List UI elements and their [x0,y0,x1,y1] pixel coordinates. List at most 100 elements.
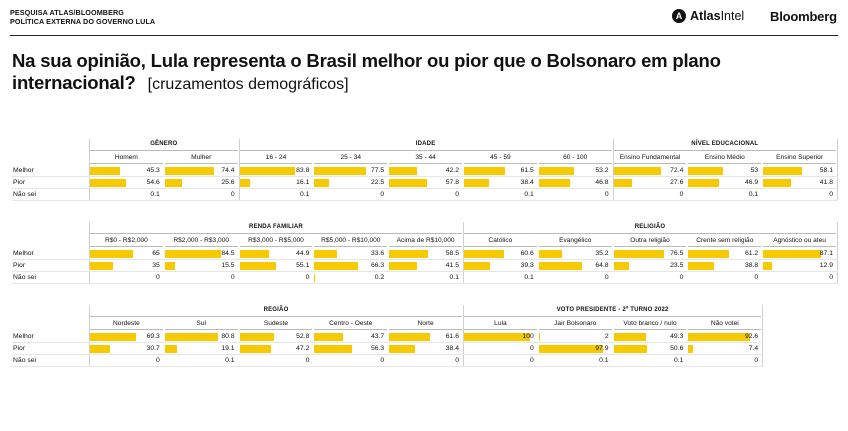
data-label: 46.9 [744,179,759,186]
data-cell: 12.9 [763,260,836,272]
group-separator [89,222,90,284]
data-cell: 60.6 [464,248,537,260]
data-label: 0.1 [524,191,534,198]
column-header: 35 - 44 [389,152,462,164]
data-label: 74.4 [221,167,235,174]
data-bar [538,166,574,175]
data-cell: 74.4 [164,165,238,177]
data-bar [464,249,504,258]
row-divider [12,200,838,201]
column-header: Jair Bolsonaro [538,318,612,330]
column-header: Sul [164,318,238,330]
data-label: 0 [380,191,385,198]
row-label: Pior [13,345,26,352]
data-cell: 25.6 [164,177,238,189]
atlasintel-logo: A Atlas Intel [672,9,744,23]
data-bar [389,166,418,175]
data-cell: 80.8 [164,331,238,343]
group-header: NÍVEL EDUCACIONAL [613,139,836,151]
data-label: 0 [829,191,833,198]
data-label: 2 [604,333,609,340]
column-header: Mulher [164,152,238,164]
data-cell: 0.1 [464,189,537,201]
data-cell: 53 [688,165,761,177]
data-bar [688,332,750,341]
data-cell: 100 [464,331,537,343]
data-label: 0 [305,274,310,281]
data-label: 19.1 [221,345,235,352]
data-label: 84.5 [221,250,235,257]
data-cell: 23.5 [613,260,687,272]
data-cell: 92.6 [688,331,761,343]
data-label: 43.7 [370,333,385,340]
data-cell: 0.1 [688,189,761,201]
data-label: 65 [152,250,160,257]
data-label: 55.1 [296,262,310,269]
data-bar [613,249,665,258]
data-label: 87.1 [819,250,833,257]
column-header: Lula [464,318,537,330]
column-header: Não votei [688,318,762,330]
data-bar [314,178,330,187]
data-label: 0.1 [673,357,684,364]
data-bar [464,332,530,341]
data-cell: 55.1 [239,260,313,272]
group-separator [612,139,614,201]
data-label: 49.3 [670,333,684,340]
data-label: 0.1 [225,357,235,364]
column-header: Centro - Oeste [314,318,388,330]
data-label: 57.8 [445,179,459,186]
data-label: 45.3 [146,167,160,174]
data-cell: 15.5 [164,260,238,272]
data-label: 61.2 [744,250,759,257]
row-divider [12,271,838,272]
chart-title-main: Na sua opinião, Lula representa o Brasil… [12,50,721,93]
data-label: 76.5 [670,250,684,257]
data-label: 35.2 [595,250,609,257]
data-cell: 72.4 [613,165,687,177]
data-cell: 83.8 [239,165,313,177]
column-header: Católico [464,235,537,247]
data-cell: 0 [614,272,687,284]
data-bar [164,261,176,270]
data-label: 0 [754,274,759,281]
data-cell: 0 [763,189,836,201]
data-label: 80.8 [221,333,235,340]
group-separator [89,305,90,367]
data-bar [314,166,366,175]
data-label: 0.1 [524,274,534,281]
data-cell: 0 [240,355,313,367]
data-cell: 0.1 [239,189,313,201]
data-bar [90,332,136,341]
data-bar [239,178,251,187]
data-label: 0.1 [299,191,310,198]
group-header: RELIGIÃO [464,222,836,234]
data-cell: 38.4 [464,177,537,189]
data-label: 53.2 [595,167,609,174]
data-label: 0.1 [449,274,459,281]
data-cell: 97.9 [538,343,612,355]
data-label: 56.3 [370,345,385,352]
data-cell: 0.1 [464,272,537,284]
survey-name: PESQUISA ATLAS/BLOOMBERG [10,8,124,17]
data-cell: 50.6 [613,343,687,355]
data-label: 69.3 [146,333,160,340]
column-header: R$5,000 - R$10,000 [314,235,388,247]
data-cell: 2 [538,331,612,343]
data-bar [389,249,428,258]
data-label: 61.6 [445,333,459,340]
data-label: 0 [530,345,534,352]
data-bar [763,178,791,187]
column-header: Agnóstico ou ateu [763,235,836,247]
data-label: 0 [156,357,160,364]
data-bar [464,178,490,187]
data-bar [613,261,630,270]
column-header: Outra religião [613,235,687,247]
data-label: 60.6 [520,250,534,257]
data-label: 66.3 [370,262,385,269]
row-divider [12,188,838,189]
column-header: Norte [389,318,462,330]
data-bar [688,249,729,258]
atlas-logo-icon: A [672,9,686,23]
data-bar [538,344,604,353]
